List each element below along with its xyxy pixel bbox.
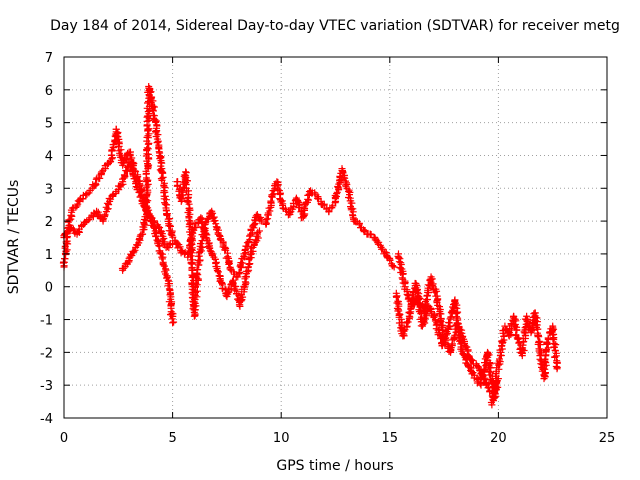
y-tick-label: 5 (45, 117, 53, 132)
data-trace (194, 221, 209, 264)
y-tick-label: 4 (45, 149, 53, 164)
data-point (553, 365, 561, 373)
data-trace (496, 325, 509, 354)
data-trace (394, 252, 409, 288)
x-tick-label: 0 (60, 431, 68, 446)
data-trace (433, 297, 448, 341)
data-trace (208, 209, 222, 237)
data-trace (157, 168, 170, 208)
data-trace (68, 224, 79, 237)
data-trace (540, 338, 552, 381)
data-trace (101, 158, 115, 170)
x-tick-label: 20 (490, 431, 507, 446)
data-trace (426, 304, 439, 321)
data-trace (492, 351, 505, 380)
data-trace (339, 167, 353, 194)
x-tick-label: 10 (273, 431, 290, 446)
data-trace (371, 234, 384, 249)
x-tick-label: 25 (599, 431, 616, 446)
y-tick-label: 7 (45, 51, 53, 66)
data-trace (461, 337, 474, 363)
data-trace (548, 325, 561, 371)
data-trace (262, 192, 276, 227)
y-tick-label: 3 (45, 182, 53, 197)
data-trace (427, 275, 442, 303)
data-trace (156, 227, 168, 249)
y-tick-label: -1 (40, 314, 53, 329)
x-tick-label: 15 (382, 431, 399, 446)
y-tick-label: 0 (45, 281, 53, 296)
data-trace (211, 255, 224, 283)
data-point (234, 273, 242, 281)
data-trace (151, 228, 166, 258)
data-trace (181, 171, 194, 224)
chart-title: Day 184 of 2014, Sidereal Day-to-day VTE… (50, 18, 620, 34)
data-trace (139, 211, 151, 238)
data-trace (241, 232, 254, 257)
data-point (255, 227, 263, 235)
data-point (345, 188, 353, 196)
y-tick-label: -3 (40, 379, 53, 394)
data-trace (453, 319, 467, 341)
data-trace (465, 363, 477, 378)
data-trace (150, 217, 162, 231)
data-trace (531, 309, 544, 353)
data-trace (125, 246, 139, 262)
data-trace (145, 84, 157, 109)
axis-ticks: 0 5 10 15 20 25 -4 -3 -2 -1 0 1 2 3 4 5 6 7 (40, 51, 615, 446)
data-trace (250, 228, 262, 249)
data-trace (299, 190, 313, 220)
data-trace (149, 103, 162, 140)
x-tick-label: 5 (168, 431, 176, 446)
y-tick-label: 2 (45, 215, 53, 230)
data-trace (81, 216, 93, 227)
data-trace (274, 178, 287, 212)
data-trace (236, 273, 250, 309)
data-trace (145, 212, 159, 232)
data-point (240, 250, 248, 258)
data-trace (307, 187, 319, 197)
data-trace (204, 239, 216, 259)
data-point (156, 224, 164, 232)
data-trace (133, 231, 145, 249)
data-trace (242, 244, 257, 276)
data-trace (479, 373, 494, 395)
x-axis-label: GPS time / hours (276, 458, 393, 474)
data-point (169, 319, 177, 327)
y-tick-label: -2 (40, 346, 53, 361)
y-tick-label: 6 (45, 84, 53, 99)
data-trace (190, 257, 204, 318)
data-trace (384, 254, 397, 270)
y-axis-label: SDTVAR / TECUs (6, 180, 22, 295)
data-trace (83, 186, 94, 198)
data-trace (153, 137, 166, 175)
data-point (258, 217, 266, 225)
data-trace (345, 188, 358, 225)
data-trace (132, 178, 146, 204)
data-trace (74, 221, 86, 236)
plot-frame (63, 56, 608, 419)
data-trace (158, 253, 171, 282)
data-trace (64, 204, 77, 230)
data-point (93, 207, 101, 215)
data-trace (221, 244, 234, 273)
data-trace (487, 377, 501, 406)
data-trace (162, 201, 174, 235)
data-trace (164, 277, 178, 326)
data-point (501, 322, 509, 330)
y-tick-label: -4 (40, 412, 53, 427)
data-trace (99, 199, 113, 224)
data-trace (126, 160, 139, 183)
data-markers (59, 83, 561, 409)
data-trace (510, 313, 523, 342)
y-tick-label: 1 (45, 248, 53, 263)
